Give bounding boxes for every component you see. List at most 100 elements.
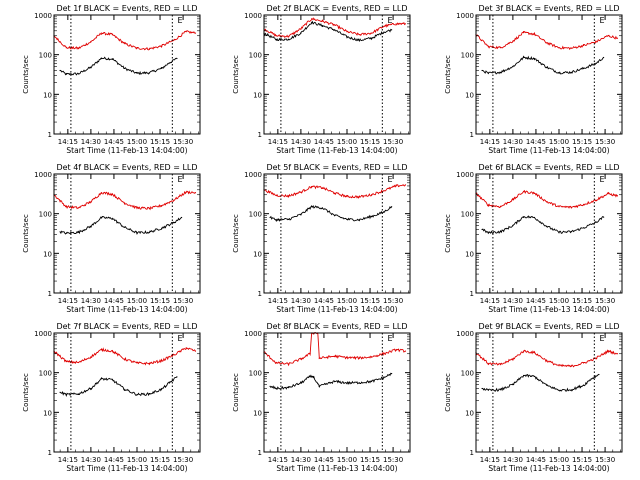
data-point-events — [101, 378, 103, 380]
y-tick-label: 100 — [39, 211, 52, 219]
data-point-lld — [404, 23, 406, 25]
y-tick-label: 100 — [461, 52, 474, 60]
data-point-events — [65, 394, 67, 396]
x-tick-label: 15:30 — [595, 297, 615, 305]
data-point-events — [346, 36, 348, 38]
data-point-lld — [583, 362, 585, 364]
data-point-lld — [124, 43, 126, 45]
data-point-lld — [185, 191, 187, 193]
data-point-lld — [173, 199, 175, 201]
event-marker-label: E — [387, 334, 392, 343]
y-tick-label: 1 — [470, 131, 474, 139]
y-tick-label: 1000 — [244, 12, 262, 20]
series-line-events — [269, 372, 392, 390]
data-point-lld — [346, 31, 348, 33]
data-point-lld — [533, 352, 536, 354]
x-tick-label: 15:15 — [360, 297, 380, 305]
x-tick-label: 15:15 — [572, 138, 592, 146]
x-tick-label: 15:30 — [383, 297, 403, 305]
data-point-lld — [321, 20, 323, 22]
y-tick-label: 1000 — [456, 12, 474, 20]
x-tick-label: 14:15 — [480, 456, 500, 464]
panel-4: Det 4f BLACK = Events, RED = LLD E 1 10 100 1… — [22, 163, 201, 314]
data-point-lld — [558, 365, 560, 367]
plot-frame — [263, 173, 411, 294]
data-point-lld — [185, 347, 187, 349]
y-tick-label: 1000 — [244, 171, 262, 179]
data-point-events — [583, 227, 585, 229]
y-tick-label: 1000 — [244, 330, 262, 338]
x-axis-label: Start Time (11-Feb-13 14:04:00) — [66, 305, 187, 314]
data-point-events — [371, 37, 373, 39]
data-point-lld — [148, 207, 150, 210]
x-tick-label: 14:30 — [503, 456, 523, 464]
series-line-events — [59, 376, 178, 398]
data-point-events — [570, 389, 572, 391]
data-point-lld — [595, 357, 597, 359]
panel-title: Det 4f BLACK = Events, RED = LLD — [56, 163, 197, 172]
data-point-events — [101, 216, 103, 219]
x-tick-label: 14:45 — [526, 456, 546, 464]
data-point-events — [173, 221, 175, 224]
data-point-lld — [311, 18, 313, 20]
y-tick-label: 1 — [48, 449, 52, 457]
data-point-lld — [65, 47, 67, 49]
x-tick-label: 15:30 — [595, 138, 615, 146]
data-point-events — [300, 32, 302, 34]
series-line-lld — [263, 184, 406, 199]
x-tick-label: 14:45 — [104, 138, 124, 146]
data-point-lld — [136, 362, 138, 364]
data-point-events — [358, 39, 360, 41]
data-point-events — [500, 389, 502, 391]
x-tick-label: 15:15 — [150, 456, 170, 464]
x-axis-label: Start Time (11-Feb-13 14:04:00) — [488, 464, 609, 473]
x-tick-label: 15:00 — [549, 297, 569, 305]
data-point-events — [161, 388, 163, 390]
data-point-events — [590, 378, 592, 380]
data-point-lld — [358, 34, 360, 36]
data-point-events — [111, 217, 113, 219]
data-point-lld — [300, 28, 302, 30]
series-line-lld — [263, 17, 406, 39]
x-tick-label: 14:15 — [58, 297, 78, 305]
x-tick-label: 14:30 — [503, 138, 523, 146]
data-point-lld — [395, 23, 397, 25]
x-tick-label: 15:30 — [383, 456, 403, 464]
data-point-lld — [570, 47, 572, 49]
series-line-lld — [476, 189, 618, 209]
data-point-lld — [334, 24, 336, 26]
data-point-lld — [500, 47, 502, 49]
y-axis-label: Counts/sec — [232, 373, 240, 412]
data-point-lld — [487, 204, 489, 206]
data-point-events — [288, 218, 290, 220]
x-axis-label: Start Time (11-Feb-13 14:04:00) — [66, 464, 187, 473]
data-point-events — [487, 232, 489, 234]
plot-frame — [53, 332, 201, 453]
data-point-events — [275, 39, 277, 41]
data-point-lld — [111, 193, 113, 195]
data-point-lld — [124, 358, 126, 360]
data-point-lld — [546, 360, 548, 362]
data-point-events — [512, 384, 514, 386]
x-tick-label: 15:00 — [127, 138, 147, 146]
data-point-events — [500, 71, 502, 73]
y-tick-label: 100 — [461, 370, 474, 378]
data-point-events — [65, 73, 67, 75]
data-point-lld — [78, 207, 80, 209]
series-line-events — [60, 56, 178, 76]
data-point-lld — [111, 350, 113, 352]
y-axis-label: Counts/sec — [22, 373, 30, 412]
series-line-lld — [53, 347, 196, 366]
x-tick-label: 14:30 — [81, 456, 101, 464]
x-tick-label: 14:30 — [81, 138, 101, 146]
x-tick-label: 14:45 — [104, 456, 124, 464]
data-point-lld — [194, 192, 196, 194]
data-point-lld — [512, 40, 514, 42]
data-point-events — [176, 376, 178, 378]
data-point-events — [309, 375, 311, 378]
data-point-lld — [395, 185, 397, 187]
data-point-events — [318, 385, 320, 387]
data-point-events — [546, 66, 548, 68]
panel-title: Det 3f BLACK = Events, RED = LLD — [478, 4, 619, 13]
